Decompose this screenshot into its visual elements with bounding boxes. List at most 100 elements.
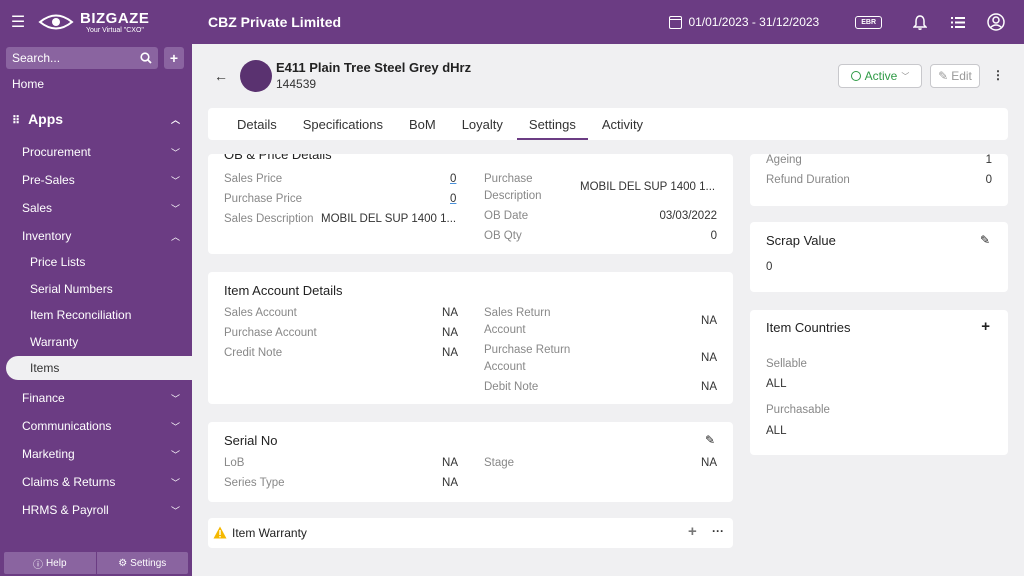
- sales-price-value[interactable]: 0: [450, 173, 457, 185]
- calendar-icon: [669, 15, 683, 29]
- item-warranty-title: Item Warranty: [232, 526, 307, 540]
- chevron-down-icon: ﹀: [170, 505, 180, 516]
- user-profile-icon[interactable]: [986, 12, 1006, 32]
- sidebar-item-marketing[interactable]: Marketing ﹀: [0, 442, 192, 466]
- purchasable-value: ALL: [766, 425, 787, 437]
- tab-settings[interactable]: Settings: [516, 108, 588, 140]
- scrap-value-title: Scrap Value: [766, 233, 836, 248]
- active-check-icon: [850, 71, 861, 81]
- sidebar-item-label: Communications: [22, 419, 112, 433]
- logo-title: BIZGAZE: [80, 9, 150, 27]
- sidebar-subitem-warranty[interactable]: Warranty: [30, 335, 79, 349]
- tab-specifications[interactable]: Specifications: [302, 116, 383, 132]
- bell-icon[interactable]: [910, 12, 930, 32]
- lob-value: NA: [442, 457, 458, 469]
- date-range-text: 01/01/2023 - 31/12/2023: [688, 15, 820, 29]
- add-country-plus-icon[interactable]: +: [981, 318, 990, 335]
- apps-grid-icon: ⠿: [12, 115, 21, 127]
- list-icon[interactable]: [948, 12, 968, 32]
- ob-date-value: 03/03/2022: [659, 210, 717, 222]
- sidebar-subitem-item-reconciliation[interactable]: Item Reconciliation: [30, 308, 132, 322]
- sidebar-item-communications[interactable]: Communications ﹀: [0, 414, 192, 438]
- sidebar-item-pre-sales[interactable]: Pre-Sales ﹀: [0, 168, 192, 192]
- sales-description-label: Sales Description: [224, 213, 314, 225]
- ob-qty-label: OB Qty: [484, 230, 522, 242]
- sidebar-item-home[interactable]: Home: [12, 77, 45, 91]
- credit-note-value: NA: [442, 347, 458, 359]
- tab-loyalty[interactable]: Loyalty: [461, 116, 503, 132]
- purchase-description-label-2: Description: [484, 190, 542, 202]
- chevron-down-icon: ﹀: [170, 449, 180, 460]
- sidebar-subitem-serial-numbers[interactable]: Serial Numbers: [30, 282, 113, 296]
- item-countries-title: Item Countries: [766, 320, 851, 335]
- settings-label: Settings: [130, 557, 167, 569]
- sidebar-item-label: HRMS & Payroll: [22, 503, 109, 517]
- tab-details[interactable]: Details: [237, 116, 277, 132]
- add-warranty-plus-icon[interactable]: +: [688, 523, 697, 540]
- sidebar-item-claims-returns[interactable]: Claims & Returns ﹀: [0, 470, 192, 494]
- sidebar-item-finance[interactable]: Finance ﹀: [0, 386, 192, 410]
- lob-label: LoB: [224, 457, 245, 469]
- purchase-return-label-1: Purchase Return: [484, 344, 571, 356]
- add-button[interactable]: +: [164, 47, 184, 69]
- sales-return-value: NA: [701, 315, 717, 327]
- help-icon: ⓘ: [32, 559, 43, 571]
- sidebar-item-sales[interactable]: Sales ﹀: [0, 196, 192, 220]
- sidebar-footer: ⓘ Help ⚙ Settings: [4, 552, 188, 574]
- gear-icon: ⚙: [118, 557, 128, 569]
- sidebar-subitem-items[interactable]: Items: [6, 356, 192, 380]
- sales-return-label-1: Sales Return: [484, 307, 551, 319]
- status-label: Active: [864, 69, 898, 83]
- search-placeholder: Search...: [12, 51, 61, 65]
- sidebar-item-procurement[interactable]: Procurement ﹀: [0, 140, 192, 164]
- edit-scrap-pencil-icon[interactable]: ✎: [979, 233, 990, 247]
- serial-no-card: Serial No ✎ LoB NA Series Type NA Stage …: [208, 422, 733, 502]
- search-input[interactable]: Search...: [6, 47, 158, 69]
- apps-label: Apps: [28, 111, 64, 127]
- back-arrow-icon[interactable]: ←: [214, 68, 228, 84]
- help-label: Help: [45, 557, 67, 569]
- sidebar-item-hrms-payroll[interactable]: HRMS & Payroll ﹀: [0, 498, 192, 522]
- sales-price-label: Sales Price: [224, 173, 283, 185]
- tab-bar: Details Specifications BoM Loyalty Setti…: [208, 108, 1008, 140]
- company-name[interactable]: CBZ Private Limited: [208, 14, 342, 30]
- tab-activity[interactable]: Activity: [601, 116, 644, 132]
- series-type-label: Series Type: [224, 477, 285, 489]
- logo-subtitle: Your Virtual "CXO": [86, 26, 144, 34]
- ebr-badge[interactable]: EBR: [855, 15, 882, 29]
- purchase-price-value[interactable]: 0: [450, 193, 457, 205]
- menu-icon[interactable]: ☰: [10, 14, 26, 31]
- purchase-account-label: Purchase Account: [224, 327, 317, 339]
- chevron-down-icon: ﹀: [170, 147, 180, 158]
- search-icon[interactable]: [140, 52, 152, 64]
- more-horizontal-icon[interactable]: ···: [712, 524, 724, 538]
- item-title: E411 Plain Tree Steel Grey dHrz: [276, 60, 472, 75]
- sidebar-apps-header[interactable]: ⠿ Apps ︿: [12, 111, 180, 127]
- sidebar-item-inventory[interactable]: Inventory ︿: [0, 224, 192, 248]
- edit-button[interactable]: ✎ Edit: [930, 64, 980, 88]
- purchase-return-label-2: Account: [484, 361, 526, 373]
- date-range[interactable]: 01/01/2023 - 31/12/2023: [669, 15, 819, 29]
- sidebar-item-label: Inventory: [22, 229, 72, 243]
- item-countries-card: Item Countries + Sellable ALL Purchasabl…: [750, 310, 1008, 455]
- chevron-down-icon: ﹀: [170, 393, 180, 404]
- sidebar-item-label: Procurement: [22, 145, 91, 159]
- stage-value: NA: [701, 457, 717, 469]
- purchase-description-value: MOBIL DEL SUP 1400 1...: [580, 181, 716, 193]
- sidebar-subitem-price-lists[interactable]: Price Lists: [30, 255, 86, 269]
- tab-bom[interactable]: BoM: [408, 116, 436, 132]
- purchase-return-value: NA: [701, 352, 717, 364]
- sidebar-item-label: Claims & Returns: [22, 475, 116, 489]
- debit-note-label: Debit Note: [484, 381, 539, 393]
- chevron-down-icon: ﹀: [170, 477, 180, 488]
- ageing-card: Ageing 1 Refund Duration 0: [750, 154, 1008, 206]
- pencil-icon: ✎: [938, 69, 949, 83]
- more-options-icon[interactable]: ⋮: [992, 68, 1004, 82]
- sidebar-item-label: Pre-Sales: [22, 173, 75, 187]
- edit-serial-pencil-icon[interactable]: ✎: [704, 433, 715, 447]
- status-dropdown[interactable]: Active ﹀: [838, 64, 922, 88]
- settings-button[interactable]: ⚙ Settings: [95, 552, 189, 574]
- debit-note-value: NA: [701, 381, 717, 393]
- edit-label: Edit: [951, 69, 972, 83]
- help-button[interactable]: ⓘ Help: [4, 552, 96, 574]
